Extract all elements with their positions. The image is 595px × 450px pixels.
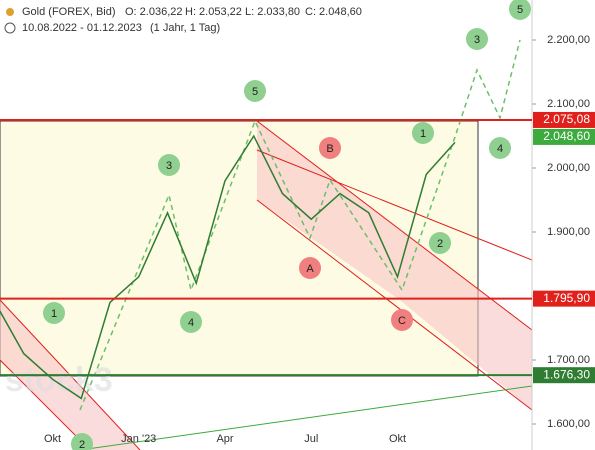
level-box xyxy=(533,290,595,307)
wave-marker xyxy=(319,137,341,159)
ohlc-value: C: 2.048,60 xyxy=(305,6,362,18)
wave-projection xyxy=(79,39,521,411)
clock-icon xyxy=(4,22,16,34)
wave-label: C xyxy=(398,315,406,327)
level-label: 2.075,08 xyxy=(543,112,590,126)
wave-marker xyxy=(412,122,434,144)
date-range: 10.08.2022 - 01.12.2023 xyxy=(22,22,142,34)
level-box xyxy=(533,128,595,145)
x-tick-label: Apr xyxy=(216,433,233,445)
wave-label: 5 xyxy=(517,4,523,16)
wave-label: 4 xyxy=(188,317,194,329)
wave-label: 1 xyxy=(51,308,57,320)
wave-marker xyxy=(391,309,413,331)
wave-label: 4 xyxy=(497,143,503,155)
wave-marker xyxy=(43,302,65,324)
wave-label: 2 xyxy=(79,439,85,450)
y-tick-label: 2.200,00 xyxy=(547,34,590,46)
wave-label: 5 xyxy=(252,86,258,98)
wave-marker xyxy=(71,433,93,450)
wave-label: 2 xyxy=(437,238,443,250)
watermark: stock3 xyxy=(5,361,113,399)
period: (1 Jahr, 1 Tag) xyxy=(150,22,220,34)
wave-marker xyxy=(180,311,202,333)
y-tick-label: 1.600,00 xyxy=(547,418,590,430)
ohlc-value: O: 2.036,22 xyxy=(125,6,183,18)
x-tick-label: Okt xyxy=(389,433,406,445)
y-tick-label: 2.100,00 xyxy=(547,98,590,110)
header-bg xyxy=(0,0,380,36)
x-tick-label: Okt xyxy=(44,433,61,445)
wave-marker xyxy=(158,154,180,176)
level-label: 2.048,60 xyxy=(543,129,590,143)
level-label: 1.795,90 xyxy=(543,291,590,305)
x-tick-label: Jan '23 xyxy=(121,433,156,445)
y-tick-label: 1.700,00 xyxy=(547,354,590,366)
chart-title: Gold (FOREX, Bid) xyxy=(22,6,116,18)
ohlc-value: H: 2.053,22 xyxy=(185,6,242,18)
y-tick-label: 2.000,00 xyxy=(547,162,590,174)
level-box xyxy=(533,111,595,128)
wave-label: B xyxy=(326,143,333,155)
level-box xyxy=(533,367,595,384)
wave-label: A xyxy=(306,263,314,275)
x-tick-label: Jul xyxy=(304,433,318,445)
wave-marker xyxy=(489,137,511,159)
wave-marker xyxy=(429,232,451,254)
wave-marker xyxy=(244,80,266,102)
wave-label: 3 xyxy=(166,160,172,172)
y-tick-label: 1.900,00 xyxy=(547,226,590,238)
ohlc-value: L: 2.033,80 xyxy=(245,6,300,18)
price-line xyxy=(0,134,456,400)
trend-line xyxy=(79,385,532,450)
channel-line xyxy=(256,149,532,261)
wave-marker xyxy=(509,0,531,20)
channel-line xyxy=(256,120,532,331)
wave-label: 3 xyxy=(474,34,480,46)
level-label: 1.676,30 xyxy=(543,367,590,381)
legend-marker xyxy=(6,8,14,16)
wave-label: 1 xyxy=(420,128,426,140)
wave-marker xyxy=(466,28,488,50)
wave-marker xyxy=(299,257,321,279)
